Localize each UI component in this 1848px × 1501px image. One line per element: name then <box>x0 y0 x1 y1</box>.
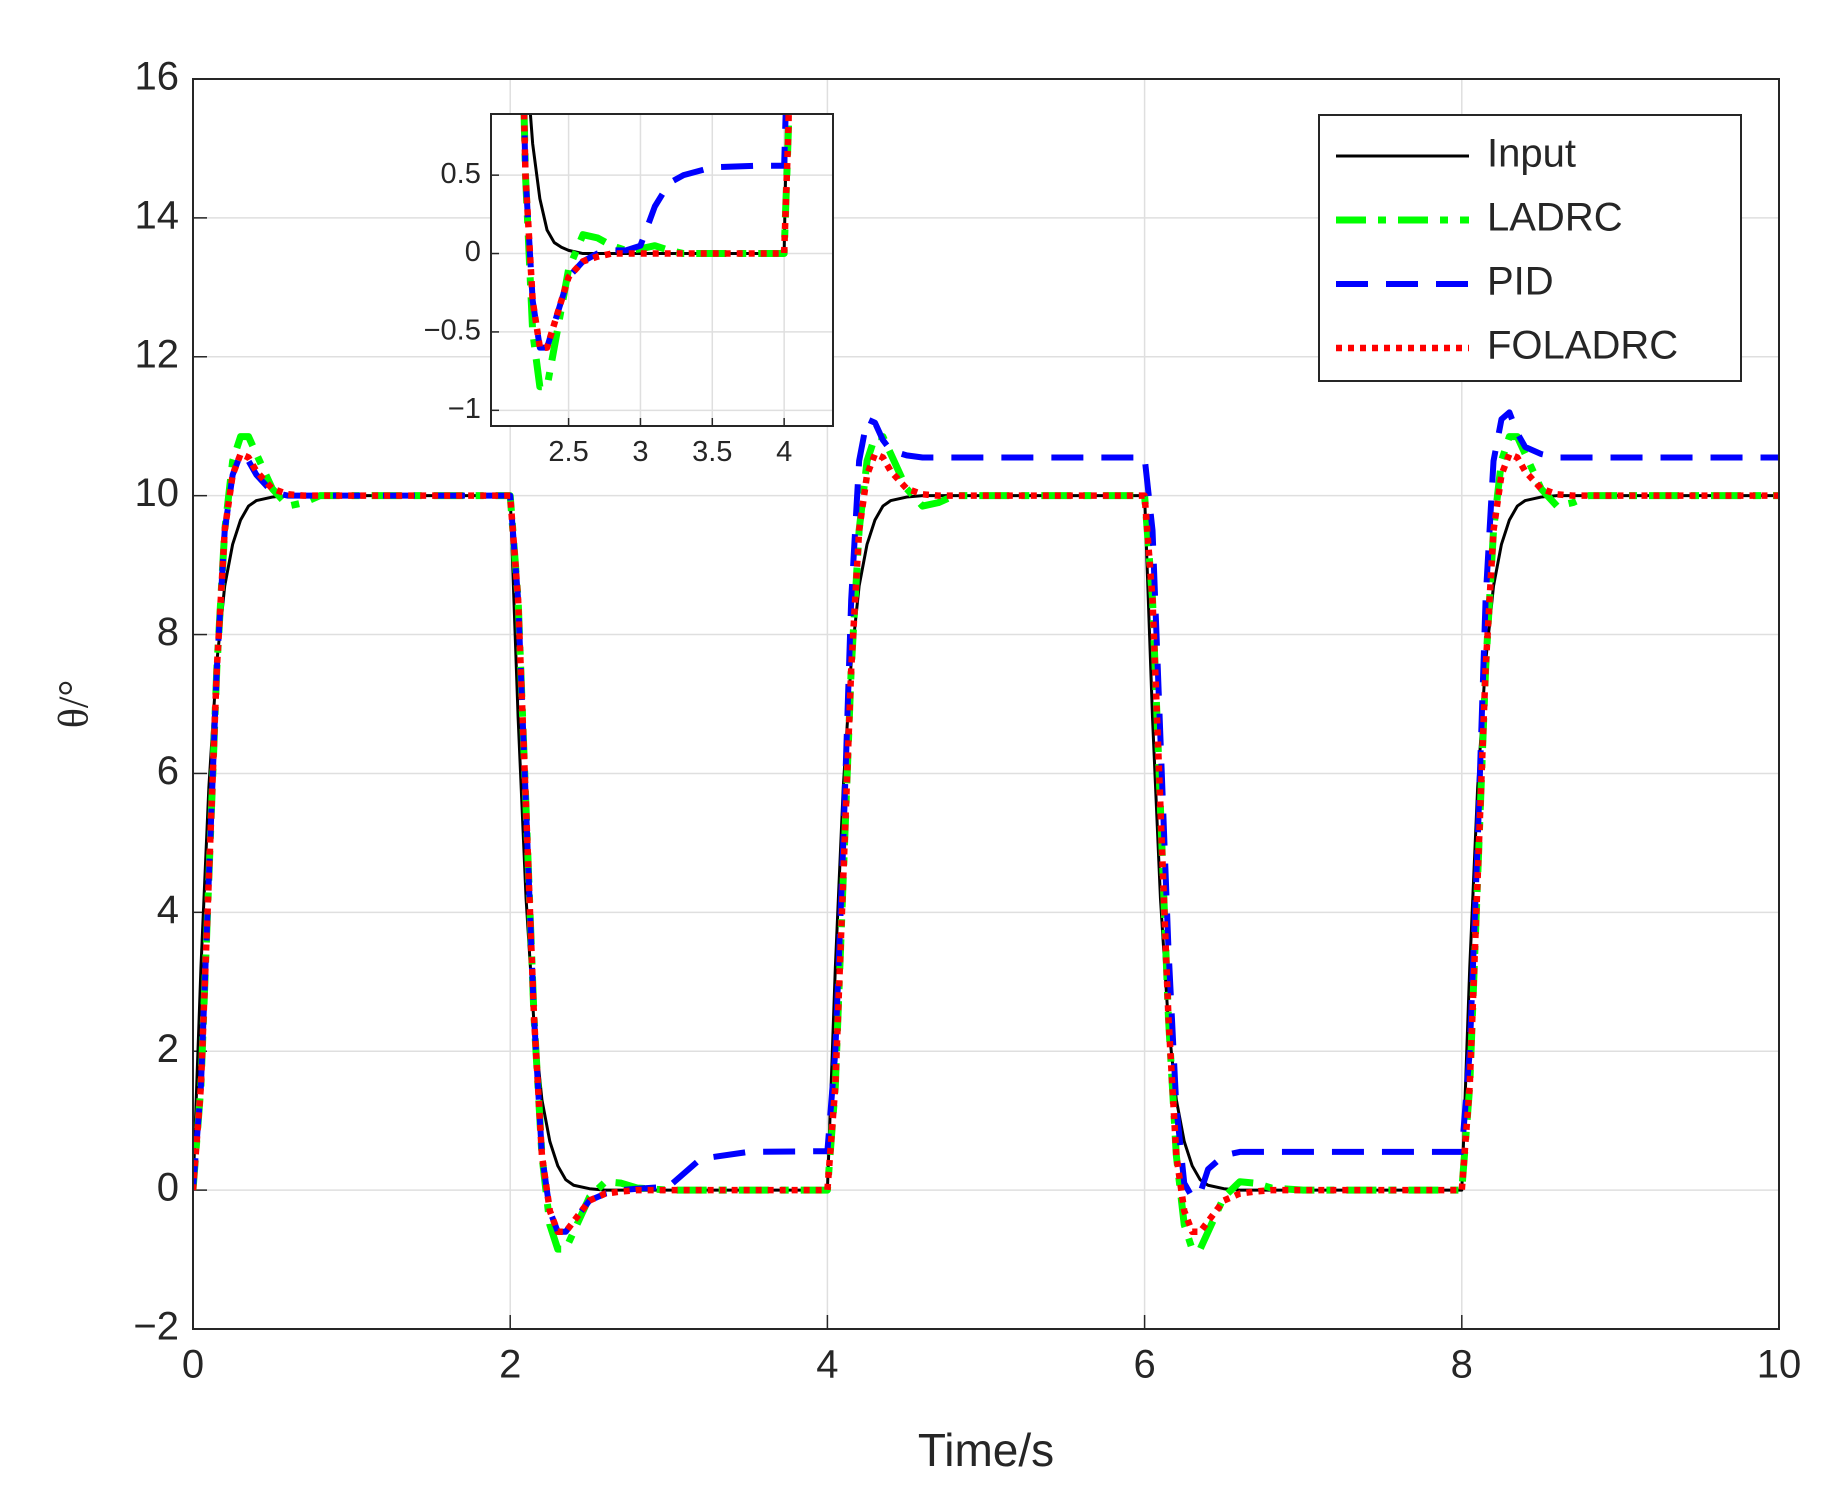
legend-label: Input <box>1487 132 1576 176</box>
y-tick-label: 14 <box>135 193 180 237</box>
y-tick-label: 16 <box>135 55 180 99</box>
y-tick-label: −2 <box>133 1305 179 1349</box>
x-tick-label: 8 <box>1451 1343 1473 1387</box>
x-tick-label: 3.5 <box>692 436 732 468</box>
y-tick-label: 8 <box>157 610 179 654</box>
y-tick-label: 0 <box>465 236 481 268</box>
axes-box <box>192 78 1780 1330</box>
legend-box <box>1318 114 1742 382</box>
y-tick-label: 12 <box>135 332 180 376</box>
y-tick-label: 6 <box>157 749 179 793</box>
legend-label: FOLADRC <box>1487 324 1678 368</box>
x-tick-label: 2 <box>499 1343 521 1387</box>
y-tick-label: −1 <box>448 393 481 425</box>
x-tick-label: 0 <box>182 1343 204 1387</box>
y-axis-label: θ/° <box>52 680 98 729</box>
y-tick-label: 4 <box>157 888 179 932</box>
x-tick-label: 4 <box>776 436 792 468</box>
y-tick-label: 0.5 <box>441 158 481 190</box>
axes-box <box>490 113 834 427</box>
y-tick-label: −0.5 <box>424 315 481 347</box>
y-tick-label: 2 <box>157 1027 179 1071</box>
x-axis-label: Time/s <box>918 1424 1054 1476</box>
y-tick-label: 10 <box>135 471 180 515</box>
x-tick-label: 6 <box>1133 1343 1155 1387</box>
x-tick-label: 2.5 <box>548 436 588 468</box>
series-line <box>520 114 792 351</box>
legend-label: PID <box>1487 260 1554 304</box>
x-tick-label: 3 <box>632 436 648 468</box>
legend-label: LADRC <box>1487 196 1623 240</box>
series-line <box>193 409 1779 1235</box>
x-tick-label: 10 <box>1757 1343 1802 1387</box>
x-tick-label: 4 <box>816 1343 838 1387</box>
y-tick-label: 0 <box>157 1166 179 1210</box>
